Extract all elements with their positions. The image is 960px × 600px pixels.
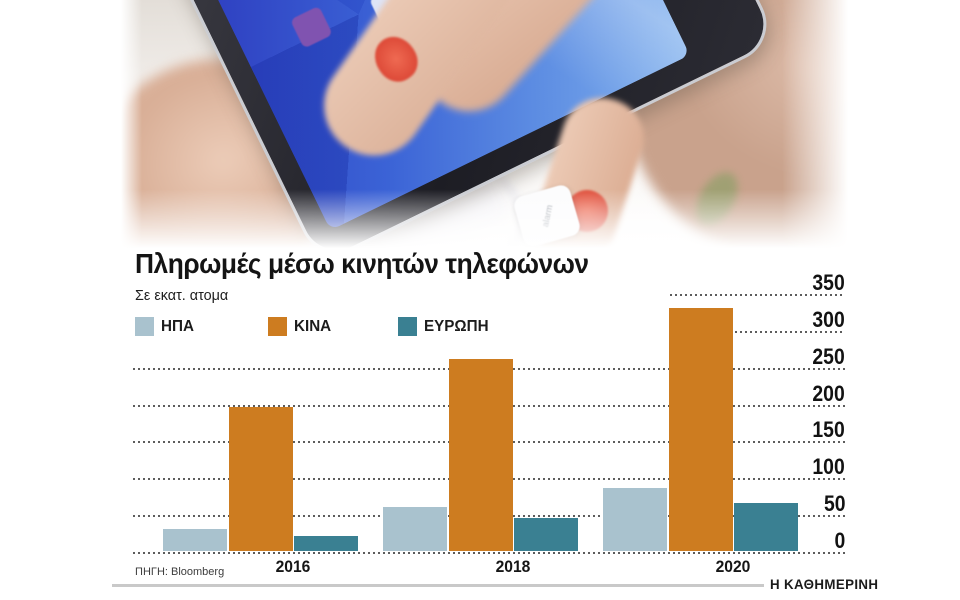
y-axis-tick-150: 150 (812, 417, 845, 443)
y-axis-tick-250: 250 (812, 343, 845, 369)
bar-ΕΥΡΩΠΗ-2018 (514, 517, 578, 551)
bar-ΚΙΝΑ-2016 (228, 407, 293, 551)
gridline-350 (670, 293, 845, 296)
bar-ΕΥΡΩΠΗ-2016 (294, 536, 358, 551)
bar-ΗΠΑ-2020 (603, 488, 667, 551)
chart-title: Πληρωμές μέσω κινητών τηλεφώνων (135, 248, 589, 279)
play-app-icon (290, 5, 333, 49)
plot-area: 0 50 100 150 200 250 300 350 2016 2018 2020 (133, 272, 845, 576)
bar-ΗΠΑ-2018 (383, 506, 447, 551)
gridline-300 (670, 329, 845, 333)
footer-divider (112, 584, 764, 587)
y-axis-tick-0: 0 (834, 528, 845, 553)
x-axis-label-2016: 2016 (275, 557, 311, 576)
legend-item-ΗΠΑ: ΗΠΑ (135, 317, 196, 336)
legend-swatch-icon (135, 317, 154, 336)
y-axis-tick-350: 350 (812, 270, 845, 295)
y-axis-tick-100: 100 (812, 454, 845, 480)
chart-legend: ΗΠΑ ΚΙΝΑ ΕΥΡΩΠΗ (135, 317, 555, 339)
newspaper-logo: Η ΚΑΘΗΜΕΡΙΝΗ (770, 576, 879, 592)
legend-item-ΚΙΝΑ: ΚΙΝΑ (268, 317, 333, 336)
legend-item-ΕΥΡΩΠΗ: ΕΥΡΩΠΗ (398, 317, 492, 336)
legend-label: ΗΠΑ (161, 317, 194, 335)
legend-label: ΚΙΝΑ (294, 317, 332, 335)
bar-ΗΠΑ-2016 (163, 528, 227, 551)
bar-ΚΙΝΑ-2018 (448, 359, 513, 551)
y-axis-tick-50: 50 (823, 491, 845, 517)
gridline-0 (133, 551, 845, 554)
legend-swatch-icon (268, 317, 287, 336)
bar-ΚΙΝΑ-2020 (668, 307, 733, 551)
x-axis-label-2018: 2018 (495, 557, 531, 576)
x-axis-label-2020: 2020 (715, 557, 751, 576)
bar-ΕΥΡΩΠΗ-2020 (734, 503, 798, 551)
y-axis-tick-200: 200 (812, 380, 845, 406)
chart-subtitle: Σε εκατ. ατομα (135, 287, 229, 304)
y-axis-tick-300: 300 (812, 306, 845, 332)
legend-swatch-icon (398, 317, 417, 336)
alarm-tag-label: alarm (539, 203, 555, 229)
legend-label: ΕΥΡΩΠΗ (424, 317, 489, 335)
source-credit: ΠΗΓΗ: Bloomberg (135, 566, 225, 578)
photo-smartphone-hands: alarm (120, 0, 852, 256)
